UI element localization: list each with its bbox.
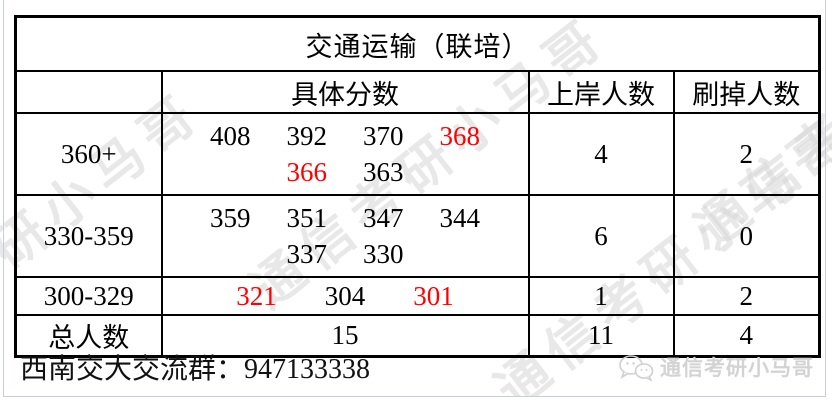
score-value: 359 bbox=[210, 203, 251, 233]
admitted-count: 1 bbox=[527, 276, 675, 316]
total-row: 总人数 15 11 4 bbox=[14, 314, 821, 358]
total-admitted-count: 11 bbox=[527, 314, 675, 358]
page-frame bbox=[3, 0, 826, 397]
eliminated-count: 2 bbox=[672, 112, 821, 196]
score-value-highlighted: 368 bbox=[439, 121, 481, 151]
chat-bubbles-icon bbox=[618, 354, 654, 381]
range-label: 300-329 bbox=[14, 276, 163, 316]
admitted-count: 6 bbox=[527, 194, 675, 278]
score-value: 330 bbox=[363, 239, 404, 269]
table-row: 300-329 321 304 301 1 2 bbox=[14, 276, 821, 316]
scores-cell: 359 351 347 344 337 330 bbox=[160, 194, 530, 278]
admitted-column-header: 上岸人数 bbox=[527, 70, 675, 114]
range-header-empty bbox=[14, 70, 163, 114]
table-header-row: 具体分数 上岸人数 刷掉人数 bbox=[14, 70, 821, 114]
score-value-highlighted: 321 bbox=[236, 281, 277, 311]
score-value: 344 bbox=[439, 203, 481, 233]
score-value: 363 bbox=[363, 157, 404, 187]
score-value: 304 bbox=[324, 281, 366, 311]
page-title: 交通运输（联培） bbox=[14, 15, 821, 72]
qq-group-text: 西南交大交流群：947133338 bbox=[20, 347, 370, 387]
qq-group-number: 947133338 bbox=[244, 354, 371, 385]
qq-group-label: 西南交大交流群： bbox=[20, 354, 245, 385]
score-value: 370 bbox=[363, 121, 404, 151]
score-value: 351 bbox=[286, 203, 328, 233]
score-column-header: 具体分数 bbox=[160, 70, 530, 114]
score-value: 347 bbox=[363, 203, 404, 233]
eliminated-count: 2 bbox=[672, 276, 821, 316]
score-line: 321 304 301 bbox=[163, 278, 528, 314]
score-value: 392 bbox=[286, 121, 328, 151]
score-value: 408 bbox=[210, 121, 251, 151]
table-title-row: 交通运输（联培） bbox=[14, 15, 821, 72]
score-value: 337 bbox=[286, 239, 328, 269]
range-label: 360+ bbox=[14, 112, 163, 196]
footer-bar: 西南交大交流群：947133338 通信考研小马哥 bbox=[4, 338, 824, 396]
score-table: 交通运输（联培） 具体分数 上岸人数 刷掉人数 360+ 408 392 370… bbox=[14, 15, 821, 358]
eliminated-column-header: 刷掉人数 bbox=[672, 70, 821, 114]
table-row: 330-359 359 351 347 344 337 330 6 0 bbox=[14, 194, 821, 278]
brand-watermark-label: 通信考研小马哥 bbox=[660, 356, 814, 380]
score-line: 359 351 347 344 bbox=[163, 200, 528, 236]
admitted-count: 4 bbox=[527, 112, 675, 196]
score-line: 408 392 370 368 bbox=[163, 118, 528, 154]
score-line: 366 363 bbox=[163, 154, 528, 190]
score-value-highlighted: 301 bbox=[413, 281, 454, 311]
total-score-count: 15 bbox=[160, 314, 530, 358]
range-label: 330-359 bbox=[14, 194, 163, 278]
score-line: 337 330 bbox=[163, 236, 528, 272]
scores-cell: 408 392 370 368 366 363 bbox=[160, 112, 530, 196]
eliminated-count: 0 bbox=[672, 194, 821, 278]
brand-watermark: 通信考研小马哥 bbox=[618, 352, 814, 382]
total-label: 总人数 bbox=[14, 314, 163, 358]
scores-cell: 321 304 301 bbox=[160, 276, 530, 316]
score-value-highlighted: 366 bbox=[286, 157, 328, 187]
table-row: 360+ 408 392 370 368 366 363 4 2 bbox=[14, 112, 821, 196]
total-eliminated-count: 4 bbox=[672, 314, 821, 358]
